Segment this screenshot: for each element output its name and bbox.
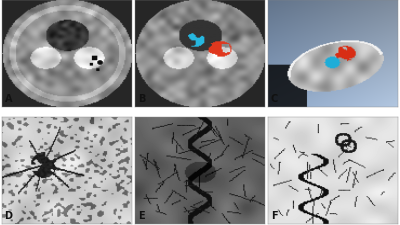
Text: A: A <box>4 94 12 104</box>
Text: C: C <box>271 94 278 104</box>
Text: F: F <box>271 210 277 220</box>
Text: D: D <box>4 210 12 220</box>
Text: E: E <box>138 210 144 220</box>
Text: B: B <box>138 94 145 104</box>
